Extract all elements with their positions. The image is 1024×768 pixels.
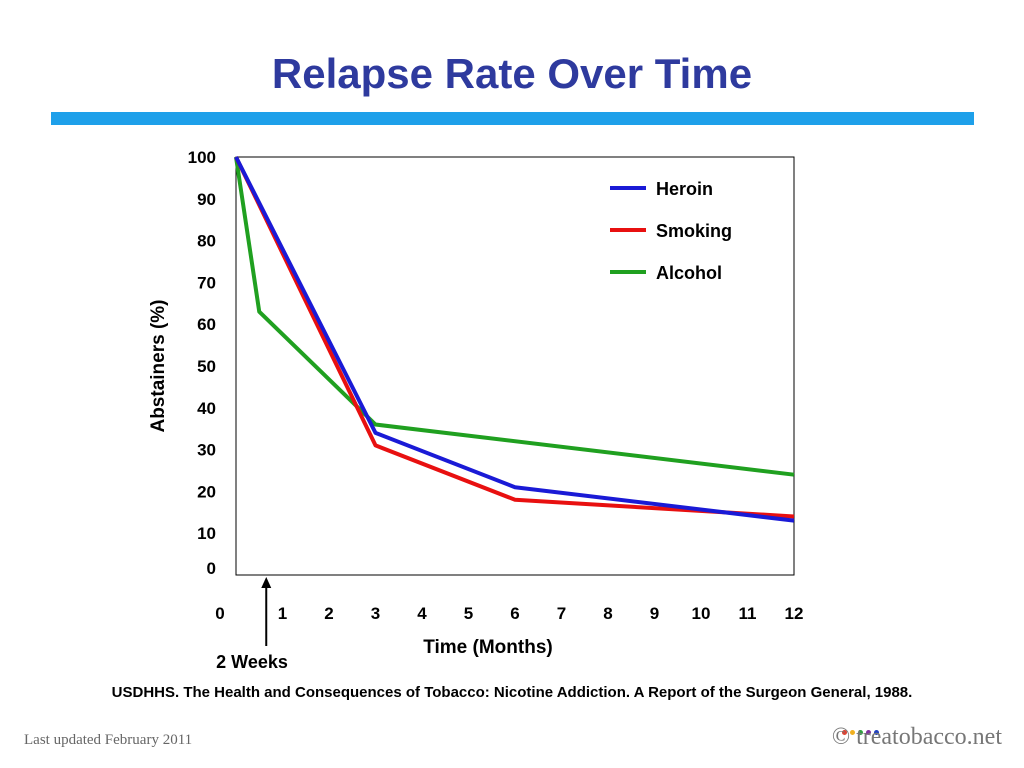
y-tick-label: 30 <box>197 441 216 460</box>
x-tick-label: 11 <box>739 604 757 623</box>
x-tick-label: 3 <box>371 604 380 623</box>
x-tick-label: 5 <box>464 604 473 623</box>
y-tick-label: 40 <box>197 399 216 418</box>
copyright-logo: © treatobacco.net <box>831 724 1002 750</box>
last-updated-text: Last updated February 2011 <box>24 732 193 748</box>
x-tick-label: 6 <box>510 604 519 623</box>
legend-label-smoking: Smoking <box>656 221 732 241</box>
x-tick-label: 12 <box>785 604 804 623</box>
y-tick-label: 100 <box>188 148 216 167</box>
y-axis-label: Abstainers (%) <box>148 299 169 432</box>
logo-dots-icon <box>842 722 882 740</box>
x-tick-label: 0 <box>215 604 224 623</box>
y-tick-label: 0 <box>207 559 216 578</box>
x-tick-label: 8 <box>603 604 612 623</box>
x-tick-label: 2 <box>324 604 333 623</box>
y-tick-label: 60 <box>197 315 216 334</box>
series-line-alcohol <box>234 156 795 477</box>
annotation-label: 2 Weeks <box>216 652 288 672</box>
y-tick-label: 50 <box>197 357 216 376</box>
series-line-heroin <box>234 156 795 523</box>
y-tick-label: 10 <box>197 524 216 543</box>
x-axis-label: Time (Months) <box>423 637 552 658</box>
y-tick-label: 90 <box>197 190 216 209</box>
y-tick-label: 80 <box>197 232 216 251</box>
source-citation: USDHHS. The Health and Consequences of T… <box>111 684 913 701</box>
x-tick-label: 1 <box>278 604 287 623</box>
x-tick-label: 9 <box>650 604 659 623</box>
legend-label-alcohol: Alcohol <box>656 263 722 283</box>
x-tick-label: 4 <box>417 604 427 623</box>
annotation-arrowhead-icon <box>261 577 272 588</box>
x-tick-label: 7 <box>557 604 566 623</box>
y-tick-label: 70 <box>197 273 216 292</box>
page-title: Relapse Rate Over Time <box>271 50 753 97</box>
plot-frame <box>235 156 795 576</box>
series-line-smoking <box>234 156 795 519</box>
x-tick-label: 10 <box>692 604 711 623</box>
title-divider <box>51 112 974 125</box>
y-tick-label: 20 <box>197 482 216 501</box>
legend-label-heroin: Heroin <box>656 179 713 199</box>
